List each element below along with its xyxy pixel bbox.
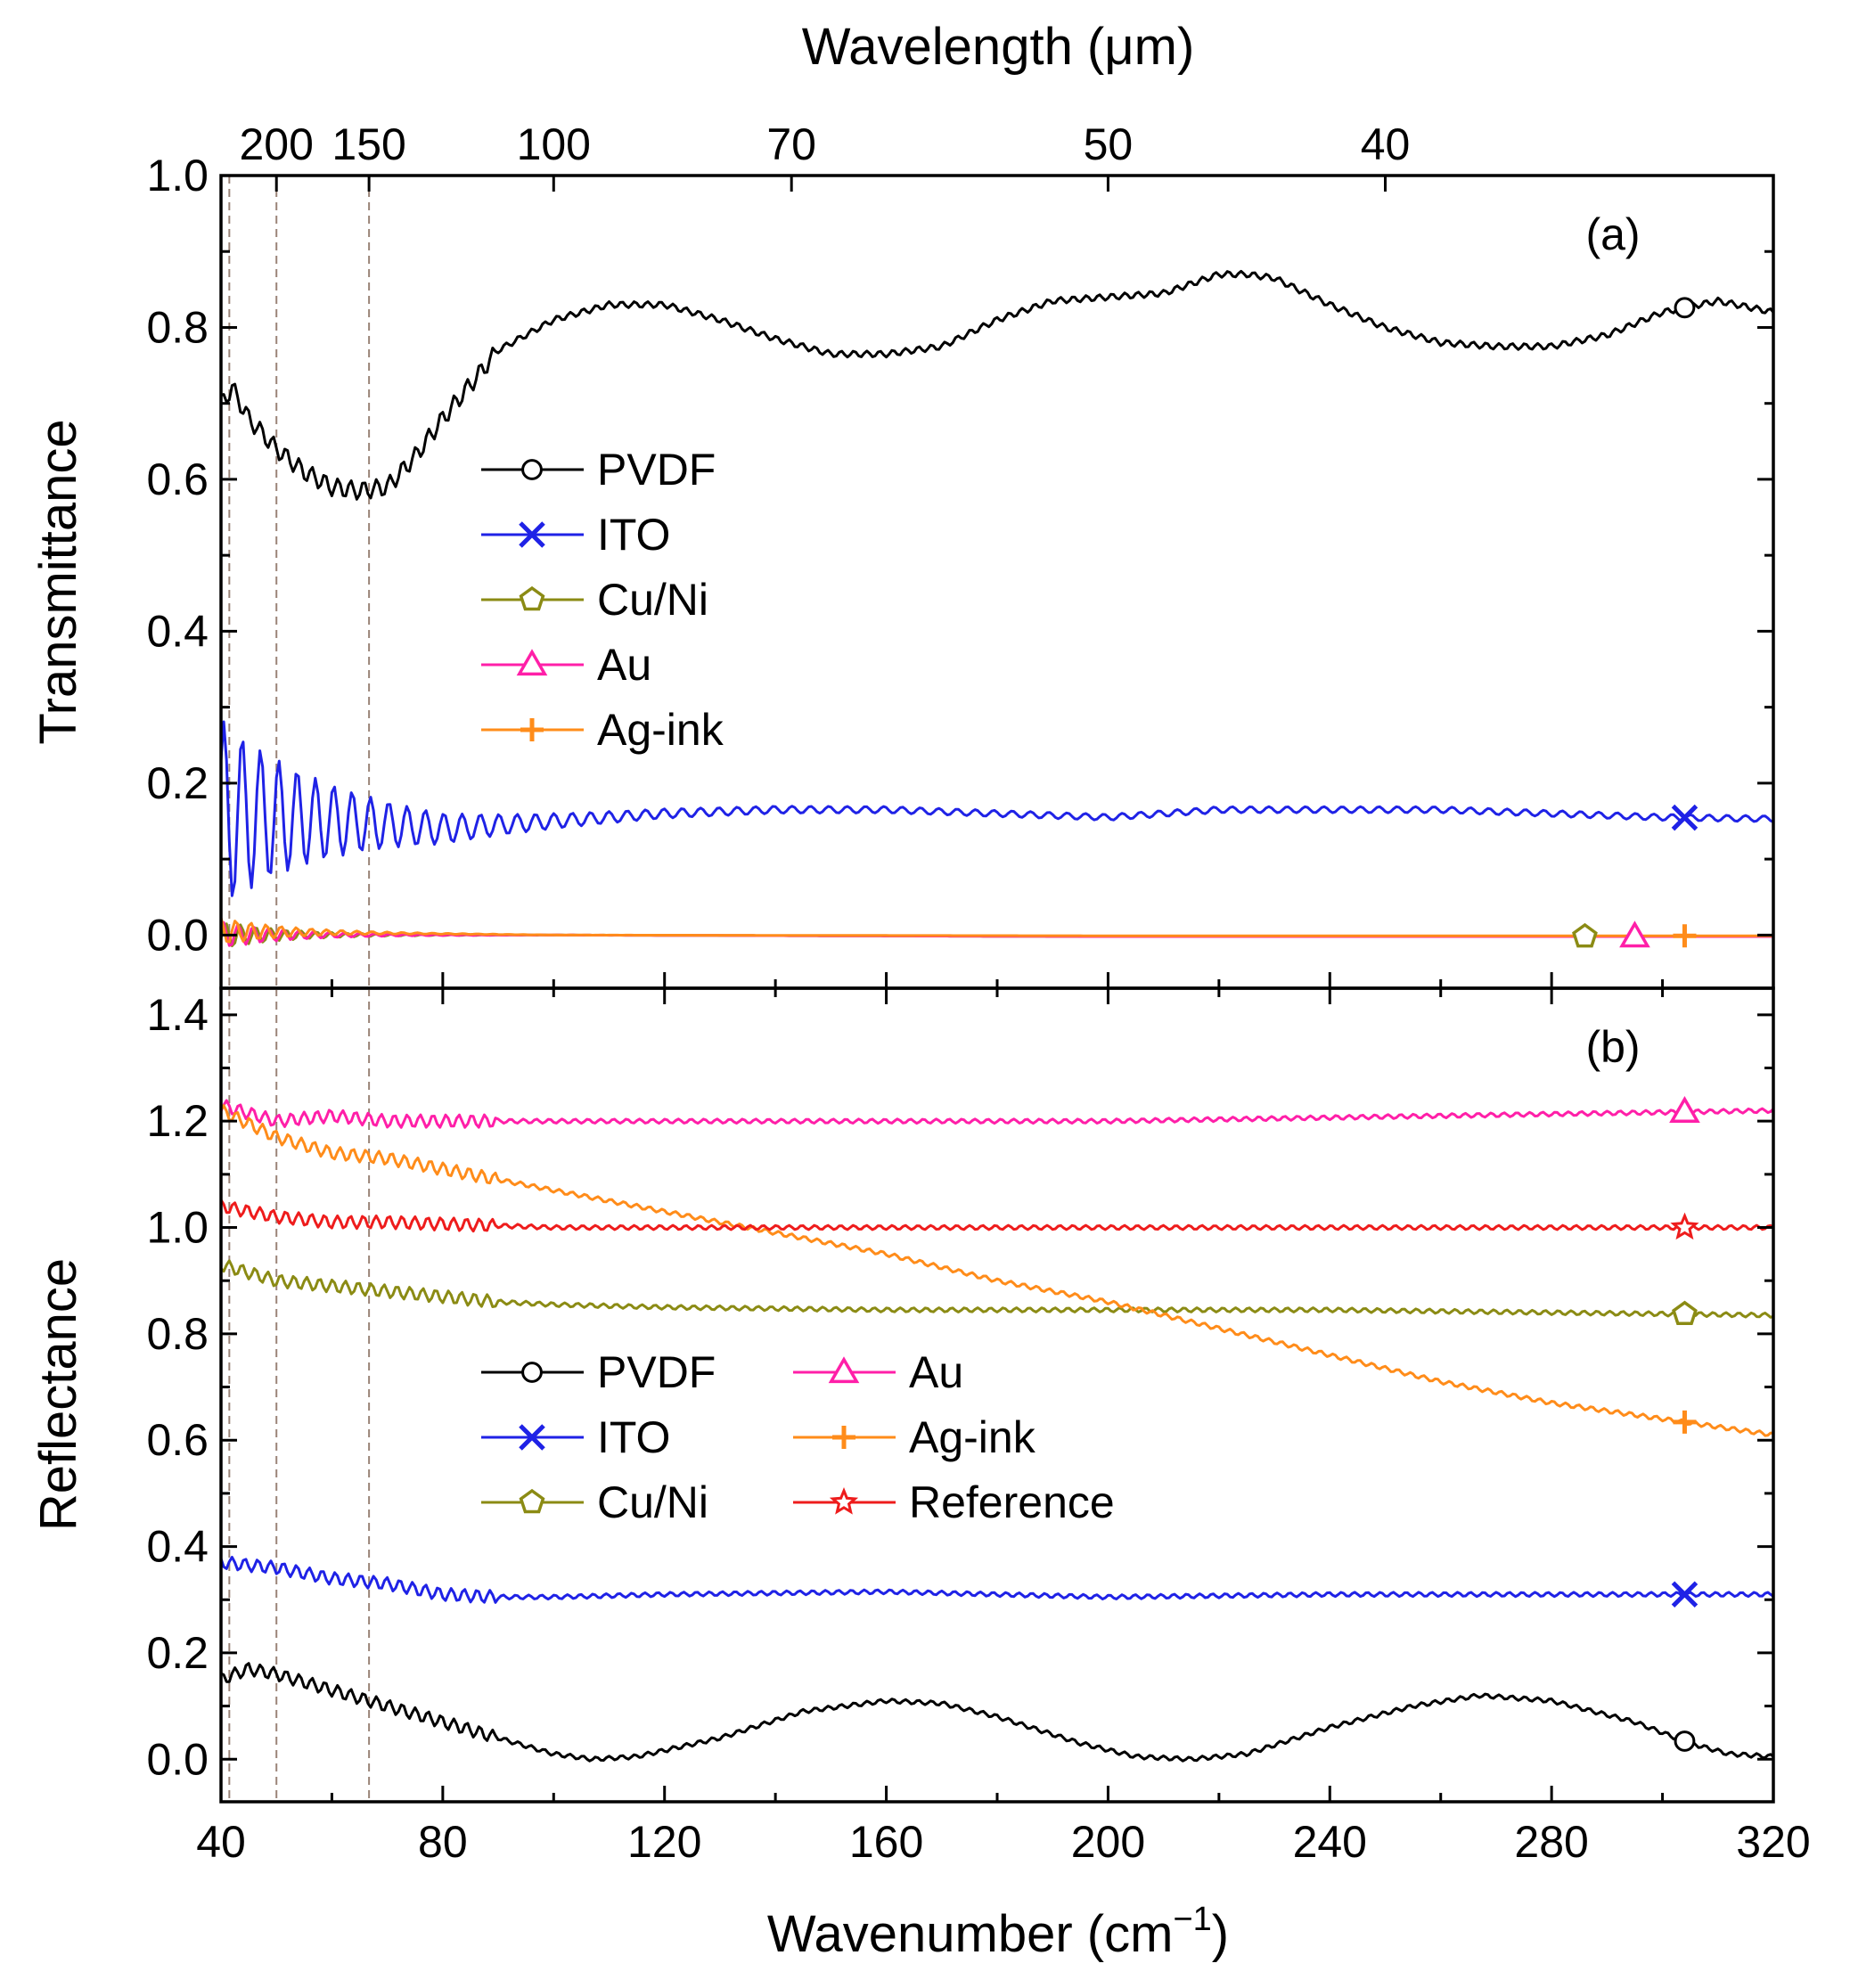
plot-frame-b (219, 986, 1775, 1804)
series-marker-b-au (1669, 1096, 1700, 1123)
legend-marker-b-reference (829, 1487, 859, 1515)
panel-label-a: (a) (1585, 209, 1640, 259)
y-tick-label-a: 0.6 (146, 454, 209, 504)
legend-a: PVDF ITO Cu/Ni Au Ag-ink (481, 445, 724, 755)
x-tick-label: 320 (1736, 1817, 1810, 1867)
x-tick-labels: 40 80 120 160 200 240 280 320 (196, 1817, 1811, 1867)
series-marker-a-pvdf (1674, 297, 1696, 319)
legend-label-b-agink: Ag-ink (909, 1412, 1036, 1462)
y-tick-label-a: 0.8 (146, 302, 209, 352)
x-tick-label: 200 (1071, 1817, 1145, 1867)
top-tick-label: 150 (332, 119, 405, 169)
x-axis-title: Wavenumber (cm−1) (767, 1901, 1229, 1963)
legend-label-a-agink: Ag-ink (597, 705, 724, 755)
legend-label-b-au: Au (909, 1347, 963, 1397)
top-axis-title: Wavelength (μm) (802, 18, 1195, 76)
series-marker-b-pvdf (1674, 1730, 1696, 1752)
series-marker-a-ito (1671, 804, 1699, 831)
y-tick-label-a: 0.2 (146, 758, 209, 808)
legend-label-a-pvdf: PVDF (597, 445, 716, 495)
panel-label-b: (b) (1585, 1022, 1640, 1072)
y-tick-label-a: 0.4 (146, 606, 209, 656)
reference-lines-a (228, 176, 371, 988)
top-tick-label: 50 (1084, 119, 1134, 169)
series-marker-a-cuni (1572, 922, 1598, 948)
series-marker-a-agink (1673, 924, 1697, 948)
legend-marker-b-au (828, 1356, 860, 1384)
legend-marker-a-cuni (519, 585, 545, 611)
series-group-a (219, 269, 1775, 947)
panel-b: 0.0 0.2 0.4 0.6 0.8 1.0 1.2 1.4 40 80 120 160 200 24… (29, 986, 1811, 1867)
legend-label-a-cuni: Cu/Ni (597, 575, 708, 625)
series-marker-b-cuni (1672, 1300, 1698, 1326)
series-group-b (219, 1099, 1775, 1763)
y-tick-label-b: 1.4 (146, 990, 209, 1040)
y-tick-label-b: 1.2 (146, 1096, 209, 1146)
legend-marker-b-ito (519, 1424, 545, 1451)
y-tick-label-a: 1.0 (146, 151, 209, 200)
series-marker-a-au (1619, 920, 1650, 948)
series-line-b-ito (219, 1556, 1774, 1604)
series-line-b-au (219, 1099, 1775, 1129)
legend-label-a-ito: ITO (597, 510, 670, 560)
tick-group-a (219, 174, 1775, 988)
legend-marker-b-cuni (519, 1488, 545, 1514)
series-marker-b-ito (1671, 1581, 1699, 1608)
tick-group-b (219, 988, 1775, 1802)
legend-label-b-reference: Reference (909, 1477, 1115, 1527)
legend-label-b-ito: ITO (597, 1412, 670, 1462)
y-tick-label-b: 1.0 (146, 1203, 209, 1253)
series-line-a-ito (219, 720, 1774, 897)
legend-b: PVDF ITO Cu/Ni Au Ag-ink Reference (481, 1347, 1115, 1527)
x-tick-label: 80 (418, 1817, 468, 1867)
top-tick-labels: 200 150 100 70 50 40 (239, 119, 1410, 169)
x-axis-title-main: Wavenumber (cm (767, 1905, 1174, 1963)
y-tick-label-b: 0.8 (146, 1309, 209, 1359)
series-line-a-pvdf (220, 269, 1775, 501)
legend-marker-b-pvdf (521, 1362, 543, 1383)
legend-marker-a-pvdf (521, 459, 543, 480)
x-tick-label: 40 (196, 1817, 246, 1867)
y-tick-labels-a: 0.0 0.2 0.4 0.6 0.8 1.0 (146, 151, 209, 960)
top-tick-label: 200 (239, 119, 313, 169)
x-tick-label: 280 (1514, 1817, 1588, 1867)
top-tick-label: 100 (517, 119, 591, 169)
y-tick-label-b: 0.0 (146, 1734, 209, 1784)
y-axis-title-b: Reflectance (29, 1258, 87, 1531)
x-axis-title-close: ) (1212, 1905, 1229, 1963)
legend-marker-a-au (516, 649, 548, 676)
y-tick-label-b: 0.2 (146, 1628, 209, 1678)
series-line-a-agink (219, 917, 1773, 944)
series-line-b-reference (219, 1199, 1775, 1233)
x-tick-label: 120 (627, 1817, 701, 1867)
marker-group-a (1572, 297, 1699, 948)
series-line-b-cuni (219, 1259, 1774, 1319)
y-tick-label-b: 0.6 (146, 1415, 209, 1465)
y-tick-labels-b: 0.0 0.2 0.4 0.6 0.8 1.0 1.2 1.4 (146, 990, 209, 1784)
legend-marker-a-ito (519, 521, 545, 548)
y-tick-label-a: 0.0 (146, 910, 209, 960)
reference-lines-b (228, 988, 371, 1802)
series-line-b-agink (219, 1104, 1774, 1437)
x-tick-label: 160 (849, 1817, 923, 1867)
legend-marker-a-agink (520, 718, 544, 741)
marker-group-b (1669, 1096, 1700, 1752)
x-axis-title-sup: −1 (1173, 1901, 1211, 1938)
legend-marker-b-agink (832, 1426, 855, 1449)
series-line-b-pvdf (220, 1662, 1774, 1763)
y-axis-title-a: Transmittance (29, 419, 87, 744)
plot-frame-a (219, 174, 1775, 990)
series-marker-b-agink (1673, 1410, 1697, 1434)
legend-label-b-pvdf: PVDF (597, 1347, 716, 1397)
top-tick-label: 70 (766, 119, 816, 169)
x-tick-label: 240 (1293, 1817, 1367, 1867)
legend-label-b-cuni: Cu/Ni (597, 1477, 708, 1527)
panel-a: 0.0 0.2 0.4 0.6 0.8 1.0 200 150 100 70 50 40 Trans… (29, 119, 1775, 990)
y-tick-label-b: 0.4 (146, 1522, 209, 1572)
series-marker-b-reference (1670, 1212, 1699, 1240)
top-tick-label: 40 (1361, 119, 1411, 169)
legend-label-a-au: Au (597, 640, 651, 690)
